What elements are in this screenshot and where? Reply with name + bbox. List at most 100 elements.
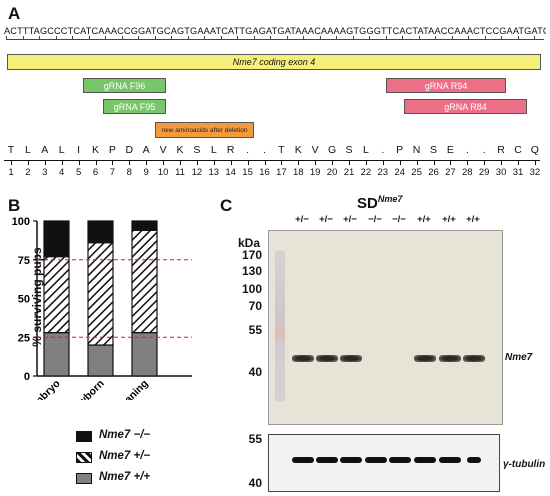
western-blot-main bbox=[268, 230, 503, 425]
aa-tick bbox=[163, 160, 165, 165]
amino-acid: K bbox=[91, 144, 99, 156]
aa-tick bbox=[315, 160, 317, 165]
aa-tick bbox=[230, 160, 232, 165]
lane-label: +/− bbox=[343, 214, 357, 225]
x-category-label: Weaning bbox=[111, 378, 150, 400]
bar-segment bbox=[131, 331, 158, 377]
tubulin-band bbox=[439, 457, 461, 463]
legend-label: Nme7 −/− bbox=[99, 429, 151, 441]
tubulin-band bbox=[365, 457, 387, 463]
kda-label: kDa bbox=[238, 236, 261, 250]
amino-acid: R bbox=[226, 144, 235, 156]
aa-tick bbox=[112, 160, 114, 165]
nme7-band bbox=[292, 355, 314, 362]
lane-label: +/− bbox=[295, 214, 309, 225]
aa-tick bbox=[95, 160, 97, 165]
legend-label: Nme7 +/+ bbox=[99, 471, 151, 483]
position-number: 21 bbox=[343, 167, 355, 178]
codon-tick bbox=[501, 36, 502, 39]
bar-segment bbox=[131, 220, 158, 231]
aa-tick bbox=[247, 160, 249, 165]
kda-marker: 100 bbox=[241, 282, 262, 296]
kda-marker: 170 bbox=[241, 248, 262, 262]
aa-tick bbox=[416, 160, 418, 165]
amino-acid: A bbox=[41, 144, 49, 156]
codon-tick bbox=[6, 36, 7, 39]
position-number: 15 bbox=[242, 167, 253, 178]
panel-a-letter: A bbox=[8, 4, 21, 23]
amino-acid: . bbox=[381, 144, 385, 156]
bar-segment bbox=[87, 220, 114, 244]
position-number: 30 bbox=[495, 167, 507, 178]
kda-marker: 55 bbox=[248, 323, 262, 337]
position-number: 29 bbox=[478, 167, 490, 178]
y-tick-label: 100 bbox=[12, 216, 30, 228]
codon-tick bbox=[55, 36, 57, 39]
amino-acid: P bbox=[396, 144, 404, 156]
aa-tick bbox=[180, 160, 181, 165]
codon-tick bbox=[253, 36, 255, 39]
lane-label: +/+ bbox=[417, 214, 431, 225]
panel-b-letter: B bbox=[8, 196, 21, 215]
codon-tick bbox=[534, 36, 535, 39]
codon-tick bbox=[336, 36, 337, 39]
aa-tick bbox=[534, 160, 536, 165]
codon-tick bbox=[105, 36, 106, 39]
aa-tick bbox=[382, 160, 384, 165]
aa-tick bbox=[213, 160, 215, 165]
amino-acid: T bbox=[7, 144, 15, 156]
grna-r84: gRNA R84 bbox=[404, 99, 527, 114]
tubulin-band bbox=[467, 457, 481, 463]
tubulin-band bbox=[414, 457, 436, 463]
legend-swatch bbox=[76, 473, 92, 484]
legend-swatch bbox=[76, 452, 92, 463]
codon-tick bbox=[154, 36, 156, 39]
amino-acid: . bbox=[482, 144, 486, 156]
lane-label: +/+ bbox=[442, 214, 456, 225]
amino-acid: N bbox=[412, 144, 421, 156]
lane-label: +/− bbox=[319, 214, 333, 225]
codon-tick bbox=[204, 36, 205, 39]
aa-tick bbox=[467, 160, 469, 165]
amino-acid: K bbox=[176, 144, 184, 156]
position-number: 27 bbox=[445, 167, 456, 178]
aa-tick bbox=[399, 160, 401, 165]
position-number: 7 bbox=[109, 167, 116, 178]
aa-tick bbox=[518, 160, 519, 165]
amino-acid: . bbox=[465, 144, 469, 156]
lane-label: −/− bbox=[392, 214, 406, 225]
aa-tick bbox=[433, 160, 435, 165]
amino-acid: L bbox=[210, 144, 217, 156]
amino-acid: . bbox=[263, 144, 266, 156]
tubulin-band bbox=[316, 457, 338, 463]
grna-f95: gRNA F95 bbox=[103, 99, 166, 114]
nme7-band bbox=[340, 355, 362, 362]
amino-acid: T bbox=[278, 144, 285, 156]
amino-acid: C bbox=[514, 144, 522, 156]
legend-label: Nme7 +/− bbox=[99, 450, 151, 462]
codon-tick bbox=[303, 36, 304, 39]
position-number: 17 bbox=[276, 167, 287, 178]
position-number: 25 bbox=[411, 167, 422, 178]
blot-title: SDNme7 bbox=[357, 194, 402, 212]
aa-tick bbox=[450, 160, 452, 165]
aa-tick bbox=[501, 160, 503, 165]
amino-acid: E bbox=[446, 144, 454, 156]
tubulin-band bbox=[389, 457, 411, 463]
position-number: 13 bbox=[208, 167, 220, 178]
position-number: 19 bbox=[309, 167, 321, 178]
codon-tick bbox=[39, 36, 40, 39]
amino-acid: G bbox=[328, 144, 337, 156]
grna-f96: gRNA F96 bbox=[83, 78, 166, 93]
position-number: 8 bbox=[126, 167, 132, 178]
amino-acid: L bbox=[24, 144, 31, 156]
bar-segment bbox=[43, 331, 70, 377]
codon-tick bbox=[385, 36, 387, 39]
aa-tick bbox=[78, 160, 80, 165]
aa-tick bbox=[61, 160, 63, 165]
position-number: 22 bbox=[360, 167, 372, 178]
lane-label: +/+ bbox=[466, 214, 480, 225]
codon-tick bbox=[517, 36, 519, 39]
codon-tick bbox=[88, 36, 90, 39]
codon-tick bbox=[72, 36, 73, 39]
